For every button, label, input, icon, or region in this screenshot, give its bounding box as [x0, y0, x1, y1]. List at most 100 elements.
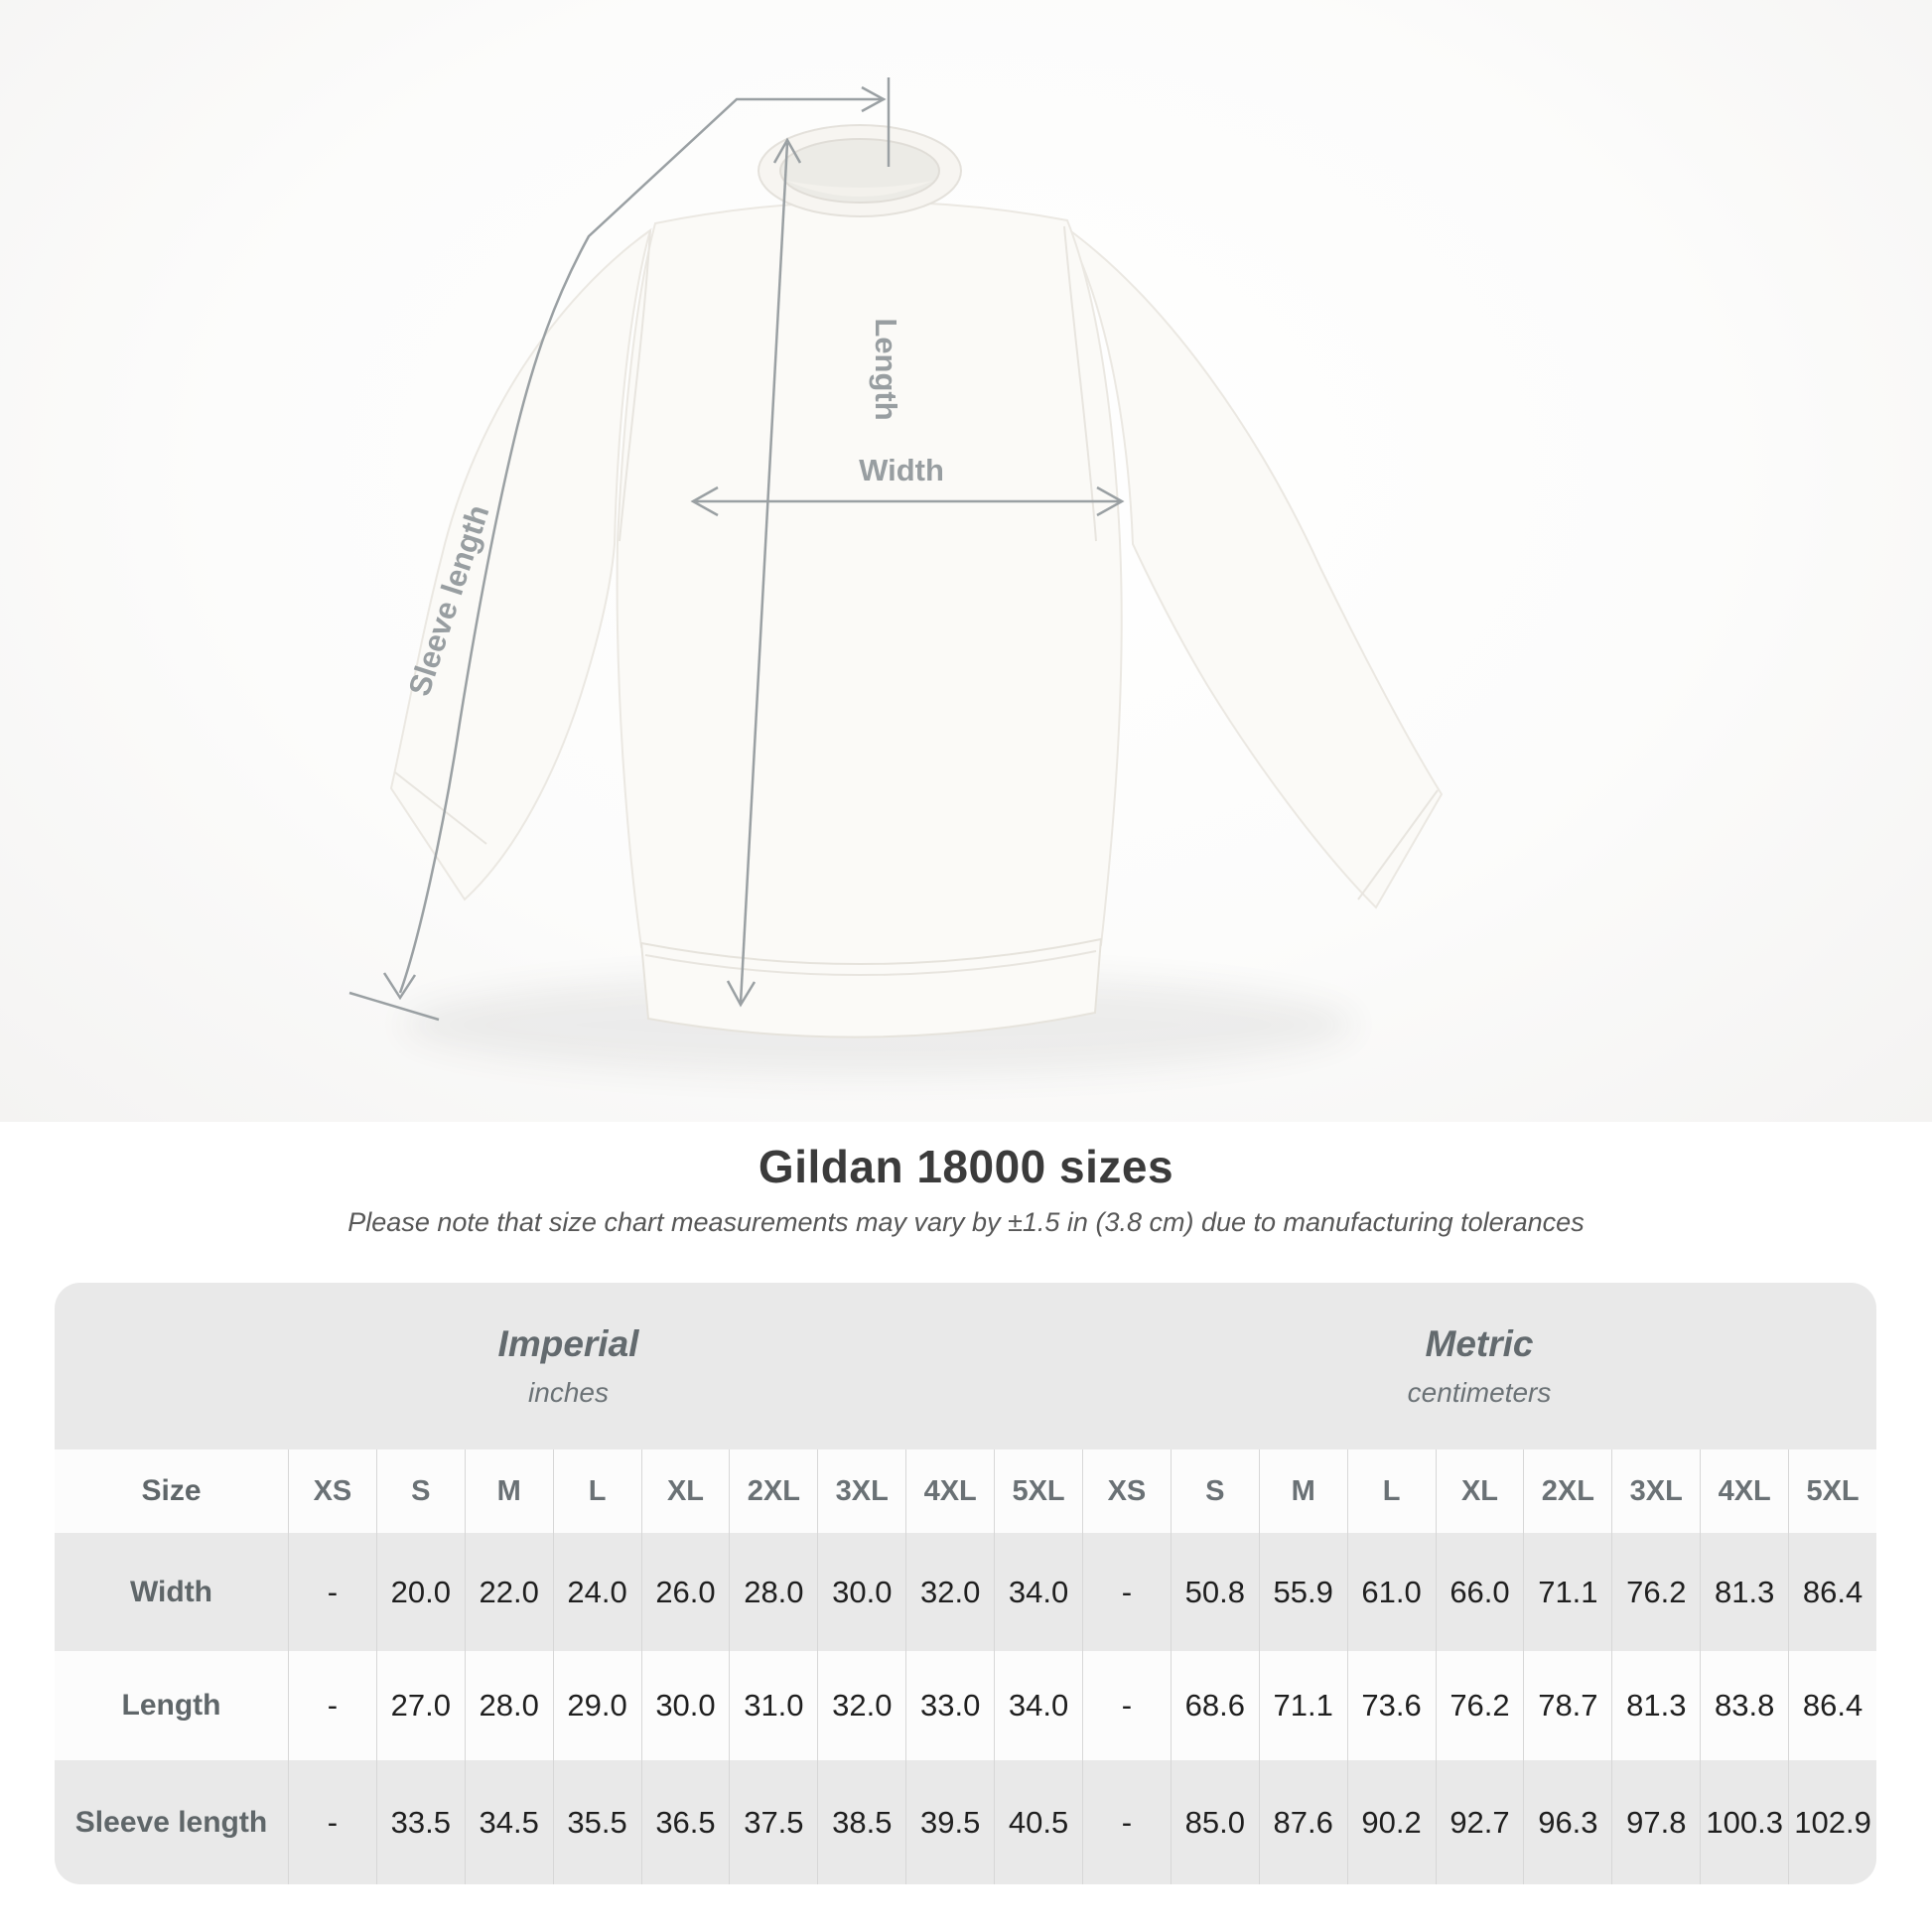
- size-value: 33.5: [375, 1760, 465, 1884]
- size-value: -: [1081, 1651, 1171, 1760]
- row-label: Length: [55, 1651, 288, 1760]
- imperial-title: Imperial: [497, 1323, 639, 1364]
- size-value: -: [1081, 1760, 1171, 1884]
- page-subtitle: Please note that size chart measurements…: [347, 1207, 1585, 1237]
- size-column-header: M: [1258, 1449, 1347, 1533]
- size-value: 55.9: [1258, 1533, 1347, 1651]
- sleeve-length-line: [398, 97, 882, 994]
- size-value: 37.5: [729, 1760, 817, 1884]
- size-value: 76.2: [1435, 1651, 1524, 1760]
- size-value: 33.0: [905, 1651, 995, 1760]
- size-value: 97.8: [1611, 1760, 1700, 1884]
- size-value: 71.1: [1258, 1651, 1347, 1760]
- size-value: 34.0: [994, 1533, 1082, 1651]
- size-value: 34.0: [994, 1651, 1082, 1760]
- sleeve-length-end-arrowhead: [382, 972, 417, 1001]
- size-column-header: S: [1170, 1449, 1259, 1533]
- product-photo-area: Length Width Sleeve length: [0, 0, 1932, 1122]
- size-value: 30.0: [640, 1651, 730, 1760]
- sleeve-length-arrowhead: [861, 85, 887, 113]
- size-value: 50.8: [1170, 1533, 1259, 1651]
- unit-header: Imperial inches Metric centimeters: [55, 1283, 1876, 1449]
- width-left-arrowhead: [690, 485, 719, 517]
- length-bottom-arrowhead: [726, 980, 757, 1008]
- size-value: 30.0: [817, 1533, 905, 1651]
- size-value: 81.3: [1611, 1651, 1701, 1760]
- page-title: Gildan 18000 sizes: [758, 1141, 1174, 1192]
- size-value: 78.7: [1523, 1651, 1612, 1760]
- size-value: 36.5: [640, 1760, 730, 1884]
- size-value: 32.0: [817, 1651, 906, 1760]
- sweatshirt-diagram: Length Width Sleeve length: [348, 77, 1444, 1076]
- size-column-header: 3XL: [817, 1449, 906, 1533]
- size-value: 102.9: [1788, 1760, 1876, 1884]
- row-label: Sleeve length: [74, 1806, 268, 1839]
- size-value: 68.6: [1170, 1651, 1259, 1760]
- size-value: 34.5: [464, 1760, 553, 1884]
- size-value: 61.0: [1346, 1533, 1436, 1651]
- size-value: 96.3: [1523, 1760, 1611, 1884]
- size-column-header: 5XL: [994, 1449, 1082, 1533]
- size-value: 35.5: [552, 1760, 641, 1884]
- size-value: -: [288, 1760, 376, 1884]
- size-value: 22.0: [464, 1533, 553, 1651]
- size-column-header: 3XL: [1611, 1449, 1701, 1533]
- row-label: Width: [129, 1575, 213, 1608]
- size-column-header: S: [375, 1449, 465, 1533]
- size-value: 29.0: [552, 1651, 641, 1760]
- measurement-lines: [348, 77, 1125, 1022]
- length-line: [739, 142, 789, 1004]
- size-value: -: [1081, 1533, 1171, 1651]
- width-right-arrowhead: [1096, 485, 1125, 517]
- unit-group-imperial: Imperial inches: [55, 1283, 1082, 1449]
- width-label: Width: [859, 453, 944, 487]
- size-value: 20.0: [375, 1533, 465, 1651]
- size-column-header: 2XL: [1523, 1449, 1612, 1533]
- sleeve-length-end-tick: [348, 991, 440, 1022]
- size-value: 76.2: [1611, 1533, 1700, 1651]
- metric-subtitle: centimeters: [1407, 1377, 1552, 1408]
- size-value: 100.3: [1700, 1760, 1788, 1884]
- size-table: Imperial inches Metric centimeters Size X…: [55, 1283, 1876, 1884]
- size-column-header: 5XL: [1788, 1449, 1876, 1533]
- size-value: 28.0: [729, 1533, 817, 1651]
- size-value: 92.7: [1435, 1760, 1524, 1884]
- size-column-header: XS: [1081, 1449, 1171, 1533]
- size-value: 26.0: [640, 1533, 730, 1651]
- size-value: 27.0: [375, 1651, 465, 1760]
- size-value: 28.0: [464, 1651, 553, 1760]
- length-label: Length: [869, 318, 903, 420]
- size-value: 32.0: [905, 1533, 994, 1651]
- size-value: 87.6: [1258, 1760, 1347, 1884]
- metric-title: Metric: [1425, 1323, 1534, 1364]
- sweatshirt-illustration: [389, 124, 1444, 1038]
- size-column-header: 4XL: [905, 1449, 995, 1533]
- size-value: 66.0: [1435, 1533, 1524, 1651]
- size-value: 86.4: [1788, 1651, 1876, 1760]
- length-top-arrowhead: [772, 137, 802, 164]
- size-column-header: 2XL: [729, 1449, 818, 1533]
- size-value: 24.0: [552, 1533, 641, 1651]
- size-value: 31.0: [729, 1651, 818, 1760]
- unit-group-metric: Metric centimeters: [1082, 1283, 1876, 1449]
- size-column-header: XL: [640, 1449, 730, 1533]
- size-value: 39.5: [905, 1760, 994, 1884]
- size-value: -: [288, 1651, 376, 1760]
- size-value: -: [288, 1533, 376, 1651]
- size-value: 83.8: [1700, 1651, 1789, 1760]
- size-value: 86.4: [1788, 1533, 1876, 1651]
- size-column-header: L: [552, 1449, 641, 1533]
- size-column-header: L: [1346, 1449, 1436, 1533]
- size-column-header: M: [464, 1449, 553, 1533]
- size-value: 40.5: [994, 1760, 1082, 1884]
- size-value: 90.2: [1346, 1760, 1436, 1884]
- size-value: 73.6: [1346, 1651, 1436, 1760]
- size-column-header: XL: [1435, 1449, 1524, 1533]
- size-header-label: Size: [55, 1449, 288, 1533]
- size-column-header: 4XL: [1700, 1449, 1789, 1533]
- size-value: 38.5: [817, 1760, 905, 1884]
- size-value: 71.1: [1523, 1533, 1611, 1651]
- size-value: 85.0: [1170, 1760, 1259, 1884]
- size-grid: Size XS S M L XL 2XL 3XL 4XL 5XL XS S M L XL 2XL 3XL 4XL 5…: [55, 1449, 1876, 1884]
